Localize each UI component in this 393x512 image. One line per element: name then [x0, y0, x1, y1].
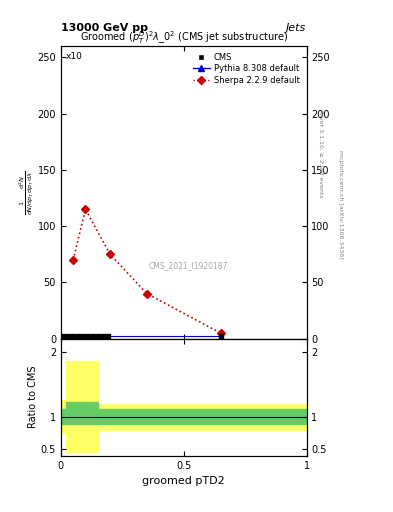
Legend: CMS, Pythia 8.308 default, Sherpa 2.2.9 default: CMS, Pythia 8.308 default, Sherpa 2.2.9 …: [191, 50, 302, 87]
Text: x10: x10: [66, 52, 83, 61]
Title: Groomed $(p_T^D)^2\lambda\_0^2$ (CMS jet substructure): Groomed $(p_T^D)^2\lambda\_0^2$ (CMS jet…: [79, 29, 288, 46]
Y-axis label: Ratio to CMS: Ratio to CMS: [28, 366, 38, 429]
X-axis label: groomed pTD2: groomed pTD2: [142, 476, 225, 486]
Text: CMS_2021_I1920187: CMS_2021_I1920187: [149, 261, 228, 270]
Text: Jets: Jets: [286, 23, 307, 33]
Y-axis label: $\frac{1}{\mathrm{d}N/\mathrm{d}p_T}\frac{\mathrm{d}^2N}{\mathrm{d}p_T\,\mathrm{: $\frac{1}{\mathrm{d}N/\mathrm{d}p_T}\fra…: [18, 170, 36, 215]
Text: Rivet 3.1.10, ≥ 2.9M events: Rivet 3.1.10, ≥ 2.9M events: [318, 110, 323, 198]
Text: 13000 GeV pp: 13000 GeV pp: [61, 23, 148, 33]
Text: mcplots.cern.ch [arXiv:1306.3436]: mcplots.cern.ch [arXiv:1306.3436]: [338, 151, 343, 259]
